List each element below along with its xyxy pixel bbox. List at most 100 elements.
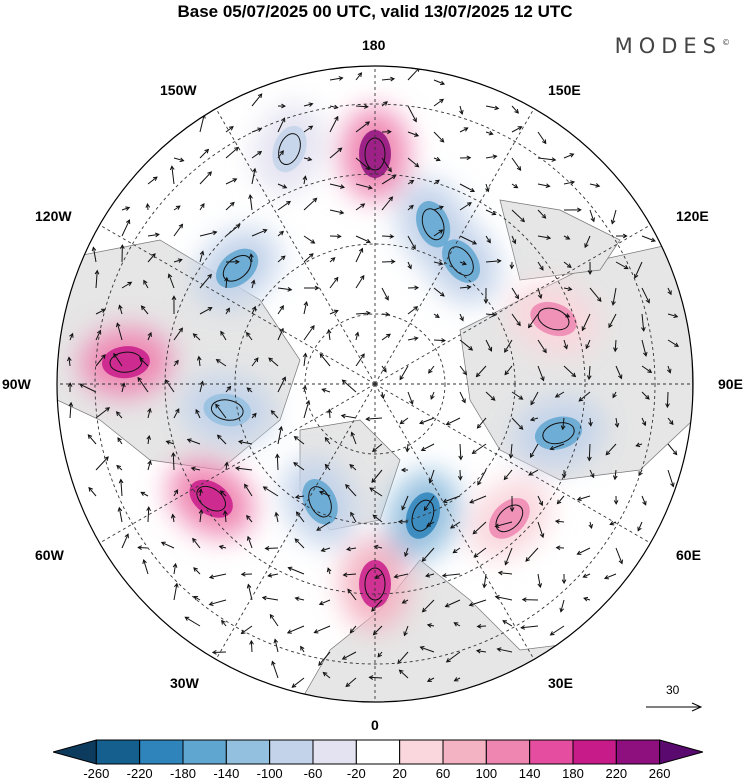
wind-vector-head — [587, 456, 592, 462]
wind-vector — [120, 479, 123, 497]
wind-vector — [614, 469, 617, 480]
wind-vector — [138, 546, 149, 549]
wind-vector-head — [215, 403, 220, 409]
wind-vector-head — [302, 175, 308, 181]
wind-vector — [485, 391, 496, 401]
wind-vector — [277, 287, 292, 291]
wind-vector — [381, 196, 393, 211]
wind-vector-head — [421, 607, 427, 613]
wind-vector — [220, 331, 227, 341]
wind-vector-head — [257, 93, 263, 99]
colorbar-swatch — [442, 739, 487, 765]
meridian-line — [374, 383, 535, 660]
wind-vector-head — [445, 658, 451, 663]
wind-vector-head — [145, 202, 151, 208]
wind-vector-head — [487, 346, 493, 352]
wind-vector — [443, 495, 461, 503]
wind-vector — [485, 339, 492, 352]
circulation-contour — [411, 499, 435, 532]
wind-vector-head — [337, 147, 343, 153]
wind-vector-head — [488, 130, 494, 136]
wind-vector — [485, 313, 496, 316]
wind-vector — [485, 209, 496, 215]
wind-vector-head — [445, 420, 451, 426]
wind-vector-head — [115, 411, 121, 416]
wind-vector — [199, 114, 205, 133]
wind-vector — [199, 203, 205, 211]
wind-vector — [328, 409, 331, 419]
wind-vector — [537, 261, 544, 271]
wind-vector-head — [147, 459, 152, 465]
wind-vector — [303, 301, 308, 315]
wind-vector-head — [308, 102, 314, 107]
wind-vector — [347, 589, 357, 601]
wind-vector-head — [249, 639, 254, 645]
wind-vector — [497, 648, 513, 653]
wind-vector-head — [369, 487, 375, 492]
wind-vector-head — [384, 295, 389, 301]
wind-vector-head — [366, 310, 371, 316]
wind-vector-head — [269, 613, 275, 619]
meridian-line — [99, 224, 376, 385]
wind-vector-head — [279, 150, 284, 155]
wind-vector-head — [246, 583, 252, 589]
wind-vector-head — [167, 273, 173, 279]
wind-vector-head — [219, 490, 225, 495]
wind-vector-head — [554, 519, 560, 524]
wind-vector — [277, 255, 286, 263]
wind-vector — [271, 661, 279, 679]
wind-vector-head — [252, 412, 257, 418]
wind-vector-head — [199, 250, 205, 256]
wind-vector — [563, 339, 568, 349]
wind-vector-head — [509, 507, 515, 513]
wind-vector — [371, 469, 383, 483]
wind-vector — [459, 339, 473, 351]
wind-vector — [504, 339, 513, 353]
wind-vector — [69, 333, 74, 341]
wind-vector-head — [565, 235, 571, 240]
wind-vector-head — [324, 463, 330, 469]
wind-vector — [453, 547, 461, 554]
wind-vector-head — [192, 537, 197, 543]
wind-vector-head — [339, 184, 345, 189]
wind-vector-head — [336, 233, 342, 239]
wind-vector — [537, 209, 546, 219]
wind-vector-head — [118, 478, 124, 484]
wind-vector-head — [439, 292, 445, 297]
wind-vector-head — [514, 108, 519, 114]
wind-vector-head — [262, 228, 268, 234]
wind-vector — [291, 677, 305, 688]
wind-vector — [147, 435, 150, 445]
wind-vector-head — [257, 150, 263, 156]
wind-vector — [342, 379, 357, 393]
wind-vector — [433, 79, 445, 85]
wind-vector — [199, 251, 204, 263]
wind-vector — [641, 417, 646, 426]
wind-vector — [422, 547, 435, 562]
wind-vector-head — [641, 326, 646, 332]
wind-vector-head — [635, 442, 641, 448]
wind-vector — [341, 415, 357, 419]
wind-vector-head — [426, 522, 432, 527]
wind-vector — [589, 417, 592, 426]
wind-vector — [469, 599, 487, 606]
wind-vector — [165, 379, 175, 393]
wind-vector — [615, 417, 618, 427]
wind-vector — [166, 440, 175, 445]
wind-vector-head — [319, 353, 325, 359]
meridian-line — [215, 383, 376, 660]
colorbar-swatch — [95, 739, 141, 765]
wind-vector — [563, 181, 575, 185]
wind-vector-head — [530, 400, 535, 406]
wind-vector — [269, 614, 279, 627]
wind-vector — [246, 332, 253, 341]
wind-vector-head — [641, 421, 647, 427]
wind-vector-head — [142, 558, 147, 565]
wind-vector-head — [623, 264, 629, 270]
label-0: 0 — [371, 717, 379, 733]
wind-vector-head — [449, 524, 455, 529]
wind-vector — [199, 274, 212, 289]
wind-vector — [589, 469, 595, 478]
wind-vector-head — [473, 553, 479, 558]
wind-vector — [459, 127, 468, 133]
